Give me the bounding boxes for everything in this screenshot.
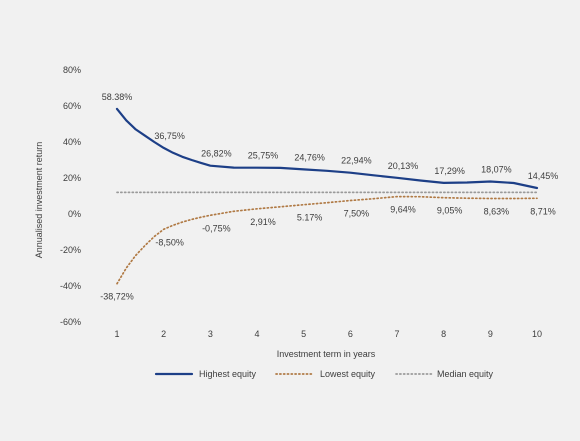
- y-tick-label: 40%: [63, 137, 81, 147]
- y-tick-label: 60%: [63, 101, 81, 111]
- data-label-lowest-equity: 8,71%: [530, 206, 556, 216]
- y-tick-label: -20%: [60, 245, 81, 255]
- x-tick-label: 7: [394, 329, 399, 339]
- series-layer: [115, 107, 539, 285]
- x-tick-label: 1: [114, 329, 119, 339]
- y-tick-label: 20%: [63, 173, 81, 183]
- data-label-lowest-equity: 2,91%: [250, 217, 276, 227]
- data-labels: 58.38% 36,75% 26,82% 25,75% 24,76% 22,94% 20,1…: [100, 92, 558, 302]
- y-axis-ticks: 80% 60% 40% 20% 0% -20% -40% -60%: [60, 65, 81, 327]
- legend-label-lowest-equity: Lowest equity: [320, 369, 376, 379]
- data-label-highest-equity: 18,07%: [481, 164, 512, 174]
- series-line-highest-equity: [115, 107, 539, 190]
- data-label-lowest-equity: -8,50%: [155, 237, 184, 247]
- legend: Highest equity Lowest equity Median equi…: [154, 369, 494, 379]
- data-label-highest-equity: 22,94%: [341, 156, 372, 166]
- x-tick-label: 2: [161, 329, 166, 339]
- legend-label-median-equity: Median equity: [437, 369, 494, 379]
- x-tick-label: 6: [348, 329, 353, 339]
- data-label-lowest-equity: 7,50%: [344, 209, 370, 219]
- y-axis-title: Annualised investment return: [34, 142, 44, 259]
- legend-label-highest-equity: Highest equity: [199, 369, 257, 379]
- data-label-highest-equity: 17,29%: [434, 166, 465, 176]
- x-tick-label: 4: [254, 329, 259, 339]
- x-tick-label: 10: [532, 329, 542, 339]
- data-label-highest-equity: 58.38%: [102, 92, 133, 102]
- x-tick-label: 8: [441, 329, 446, 339]
- data-label-highest-equity: 24,76%: [294, 152, 325, 162]
- y-tick-label: 0%: [68, 209, 81, 219]
- data-label-highest-equity: 36,75%: [154, 131, 185, 141]
- data-label-highest-equity: 14,45%: [528, 171, 559, 181]
- data-label-lowest-equity: -0,75%: [202, 223, 231, 233]
- data-label-highest-equity: 26,82%: [201, 149, 232, 159]
- data-label-lowest-equity: -38,72%: [100, 292, 134, 302]
- y-tick-label: -40%: [60, 281, 81, 291]
- data-label-lowest-equity: 8,63%: [484, 206, 510, 216]
- x-axis-title: Investment term in years: [277, 349, 376, 359]
- x-tick-label: 5: [301, 329, 306, 339]
- data-label-lowest-equity: 5.17%: [297, 213, 323, 223]
- x-tick-label: 3: [208, 329, 213, 339]
- data-label-lowest-equity: 9,64%: [390, 205, 416, 215]
- x-axis-ticks: 1 2 3 4 5 6 7 8 9 10: [114, 329, 542, 339]
- x-tick-label: 9: [488, 329, 493, 339]
- series-line-lowest-equity: [116, 195, 538, 285]
- data-label-highest-equity: 20,13%: [388, 161, 419, 171]
- y-tick-label: 80%: [63, 65, 81, 75]
- data-label-lowest-equity: 9,05%: [437, 206, 463, 216]
- data-label-highest-equity: 25,75%: [248, 151, 279, 161]
- y-tick-label: -60%: [60, 317, 81, 327]
